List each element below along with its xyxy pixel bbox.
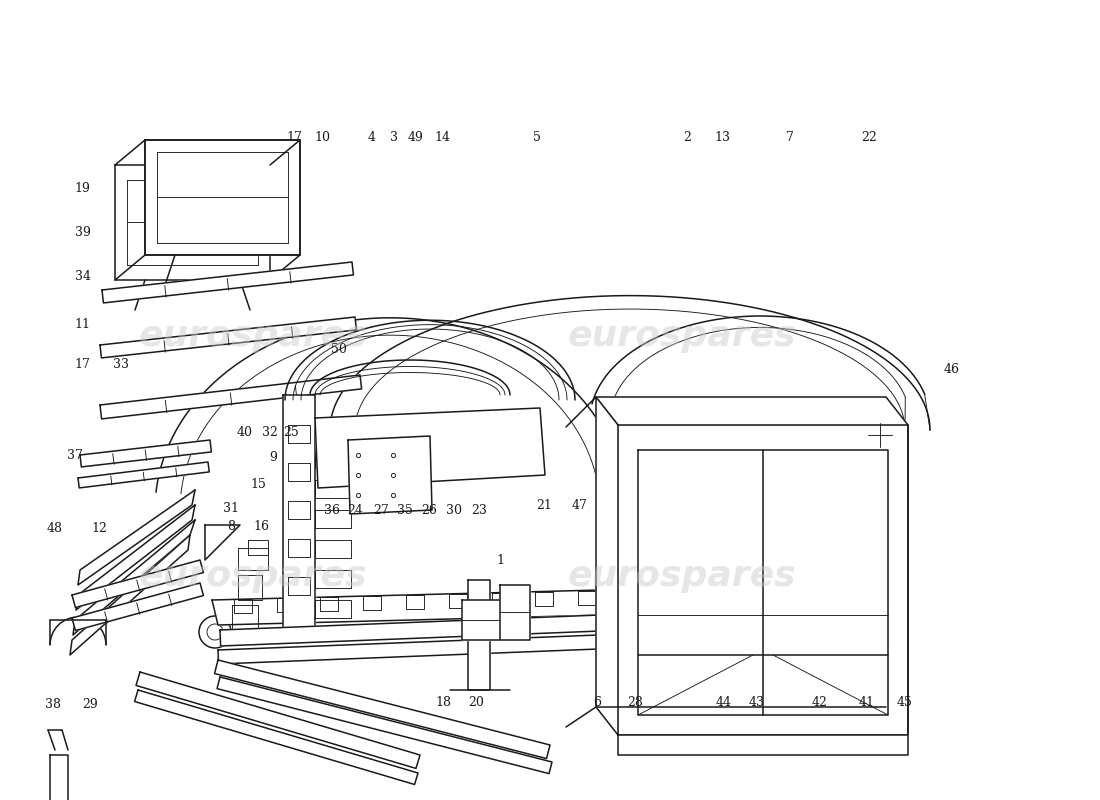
Text: 9: 9 <box>268 451 277 464</box>
Text: 41: 41 <box>859 696 874 709</box>
Polygon shape <box>638 450 888 715</box>
Text: 13: 13 <box>715 131 730 144</box>
Text: 20: 20 <box>469 696 484 709</box>
Text: 33: 33 <box>113 358 129 370</box>
Polygon shape <box>116 165 270 280</box>
Text: 17: 17 <box>287 131 303 144</box>
Polygon shape <box>214 660 550 758</box>
Polygon shape <box>348 436 432 514</box>
Polygon shape <box>315 408 544 488</box>
Polygon shape <box>72 560 204 607</box>
Text: 21: 21 <box>537 499 552 512</box>
Text: 40: 40 <box>236 426 252 438</box>
Text: 32: 32 <box>262 426 277 438</box>
Polygon shape <box>618 735 908 755</box>
Polygon shape <box>220 615 601 646</box>
Text: 17: 17 <box>75 358 90 370</box>
Text: 22: 22 <box>861 131 877 144</box>
Polygon shape <box>212 590 605 625</box>
Polygon shape <box>76 505 195 610</box>
Text: 36: 36 <box>324 504 340 517</box>
Text: 27: 27 <box>373 504 388 517</box>
Text: 31: 31 <box>223 502 239 514</box>
Text: 46: 46 <box>944 363 959 376</box>
Text: 30: 30 <box>447 504 462 517</box>
Text: 8: 8 <box>227 520 235 533</box>
Polygon shape <box>78 462 209 488</box>
Text: 50: 50 <box>331 343 346 356</box>
Text: eurospares: eurospares <box>139 319 367 353</box>
Text: 12: 12 <box>91 522 107 534</box>
Text: 48: 48 <box>47 522 63 534</box>
Polygon shape <box>50 755 68 800</box>
Polygon shape <box>134 690 418 785</box>
Text: 34: 34 <box>75 270 90 282</box>
Polygon shape <box>73 520 195 635</box>
Text: 24: 24 <box>348 504 363 517</box>
Polygon shape <box>205 525 240 560</box>
Polygon shape <box>468 580 490 690</box>
Text: eurospares: eurospares <box>568 559 796 593</box>
Polygon shape <box>100 317 356 358</box>
Text: eurospares: eurospares <box>568 319 796 353</box>
Text: 42: 42 <box>812 696 827 709</box>
Text: 37: 37 <box>67 450 82 462</box>
Text: 39: 39 <box>75 226 90 238</box>
Text: 38: 38 <box>45 698 60 710</box>
Text: 5: 5 <box>532 131 541 144</box>
Text: 14: 14 <box>434 131 450 144</box>
Polygon shape <box>102 262 353 303</box>
Text: 4: 4 <box>367 131 376 144</box>
Polygon shape <box>462 600 502 640</box>
Text: 49: 49 <box>408 131 424 144</box>
Text: 29: 29 <box>82 698 98 710</box>
Text: 11: 11 <box>75 318 90 330</box>
Polygon shape <box>136 672 420 769</box>
Text: 1: 1 <box>496 554 505 566</box>
Polygon shape <box>218 635 598 664</box>
Polygon shape <box>145 140 300 255</box>
Text: 47: 47 <box>572 499 587 512</box>
Text: 45: 45 <box>896 696 912 709</box>
Polygon shape <box>80 440 211 467</box>
Text: 16: 16 <box>254 520 270 533</box>
Text: 3: 3 <box>389 131 398 144</box>
Text: 35: 35 <box>397 504 412 517</box>
Polygon shape <box>78 490 195 585</box>
Text: 6: 6 <box>593 696 602 709</box>
Polygon shape <box>618 425 908 735</box>
Polygon shape <box>500 585 530 640</box>
Text: 2: 2 <box>683 131 692 144</box>
Polygon shape <box>596 397 908 425</box>
Text: 23: 23 <box>472 504 487 517</box>
Polygon shape <box>596 397 618 735</box>
Text: 15: 15 <box>251 478 266 490</box>
Text: 28: 28 <box>627 696 642 709</box>
Text: eurospares: eurospares <box>139 559 367 593</box>
Text: 19: 19 <box>75 182 90 194</box>
Polygon shape <box>100 375 362 419</box>
Polygon shape <box>283 395 315 640</box>
Polygon shape <box>72 583 204 630</box>
Text: 44: 44 <box>716 696 732 709</box>
Polygon shape <box>217 677 552 774</box>
Text: 10: 10 <box>315 131 330 144</box>
Text: 43: 43 <box>749 696 764 709</box>
Text: 18: 18 <box>436 696 451 709</box>
Text: 25: 25 <box>284 426 299 438</box>
Text: 26: 26 <box>421 504 437 517</box>
Text: 7: 7 <box>785 131 794 144</box>
Polygon shape <box>70 535 190 655</box>
